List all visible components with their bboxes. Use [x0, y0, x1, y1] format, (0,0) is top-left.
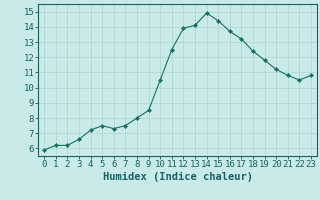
- X-axis label: Humidex (Indice chaleur): Humidex (Indice chaleur): [103, 172, 252, 182]
